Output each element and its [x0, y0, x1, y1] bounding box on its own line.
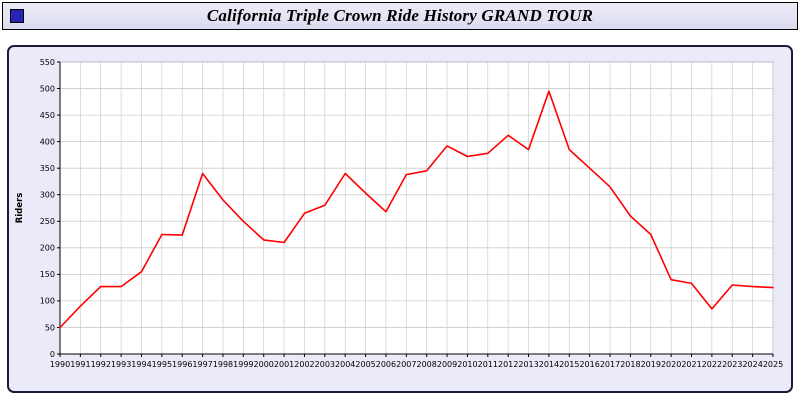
svg-text:550: 550 [40, 58, 55, 67]
svg-text:0: 0 [50, 350, 55, 359]
svg-text:1999: 1999 [233, 360, 253, 369]
svg-text:1995: 1995 [152, 360, 172, 369]
svg-text:2001: 2001 [274, 360, 294, 369]
svg-text:2005: 2005 [355, 360, 375, 369]
svg-text:1998: 1998 [213, 360, 233, 369]
svg-text:2023: 2023 [722, 360, 742, 369]
svg-text:150: 150 [40, 270, 55, 279]
svg-text:200: 200 [40, 244, 55, 253]
svg-text:2013: 2013 [518, 360, 538, 369]
svg-text:2004: 2004 [335, 360, 355, 369]
svg-text:2011: 2011 [478, 360, 498, 369]
window-icon[interactable] [10, 9, 24, 23]
svg-text:1992: 1992 [91, 360, 111, 369]
title-bar: California Triple Crown Ride History GRA… [2, 2, 798, 30]
svg-text:2002: 2002 [294, 360, 314, 369]
svg-text:300: 300 [40, 191, 55, 200]
svg-text:2024: 2024 [742, 360, 762, 369]
svg-text:2010: 2010 [457, 360, 477, 369]
svg-text:2017: 2017 [600, 360, 620, 369]
svg-text:2018: 2018 [620, 360, 640, 369]
svg-text:2020: 2020 [661, 360, 681, 369]
svg-text:1993: 1993 [111, 360, 131, 369]
svg-text:450: 450 [40, 111, 55, 120]
svg-text:1997: 1997 [192, 360, 212, 369]
svg-text:2015: 2015 [559, 360, 579, 369]
svg-text:500: 500 [40, 84, 55, 93]
svg-text:1991: 1991 [70, 360, 90, 369]
chart-panel: 0 50 100 150 200 250 300 350 400 450 500 550 1990 199… [7, 45, 793, 393]
svg-text:50: 50 [45, 323, 55, 332]
svg-text:250: 250 [40, 217, 55, 226]
svg-text:2007: 2007 [396, 360, 416, 369]
svg-text:2009: 2009 [437, 360, 457, 369]
svg-text:2016: 2016 [579, 360, 599, 369]
svg-text:1990: 1990 [50, 360, 70, 369]
svg-text:2003: 2003 [315, 360, 335, 369]
page-title: California Triple Crown Ride History GRA… [206, 6, 594, 25]
svg-text:350: 350 [40, 164, 55, 173]
svg-text:2012: 2012 [498, 360, 518, 369]
svg-text:100: 100 [40, 297, 55, 306]
svg-text:2021: 2021 [681, 360, 701, 369]
svg-text:2014: 2014 [539, 360, 559, 369]
svg-text:400: 400 [40, 137, 55, 146]
svg-text:2000: 2000 [254, 360, 274, 369]
svg-text:2006: 2006 [376, 360, 396, 369]
svg-text:2025: 2025 [763, 360, 783, 369]
svg-text:2008: 2008 [417, 360, 437, 369]
svg-text:2022: 2022 [702, 360, 722, 369]
svg-text:1994: 1994 [131, 360, 151, 369]
svg-text:2019: 2019 [641, 360, 661, 369]
svg-text:1996: 1996 [172, 360, 192, 369]
svg-text:Riders: Riders [15, 193, 25, 224]
